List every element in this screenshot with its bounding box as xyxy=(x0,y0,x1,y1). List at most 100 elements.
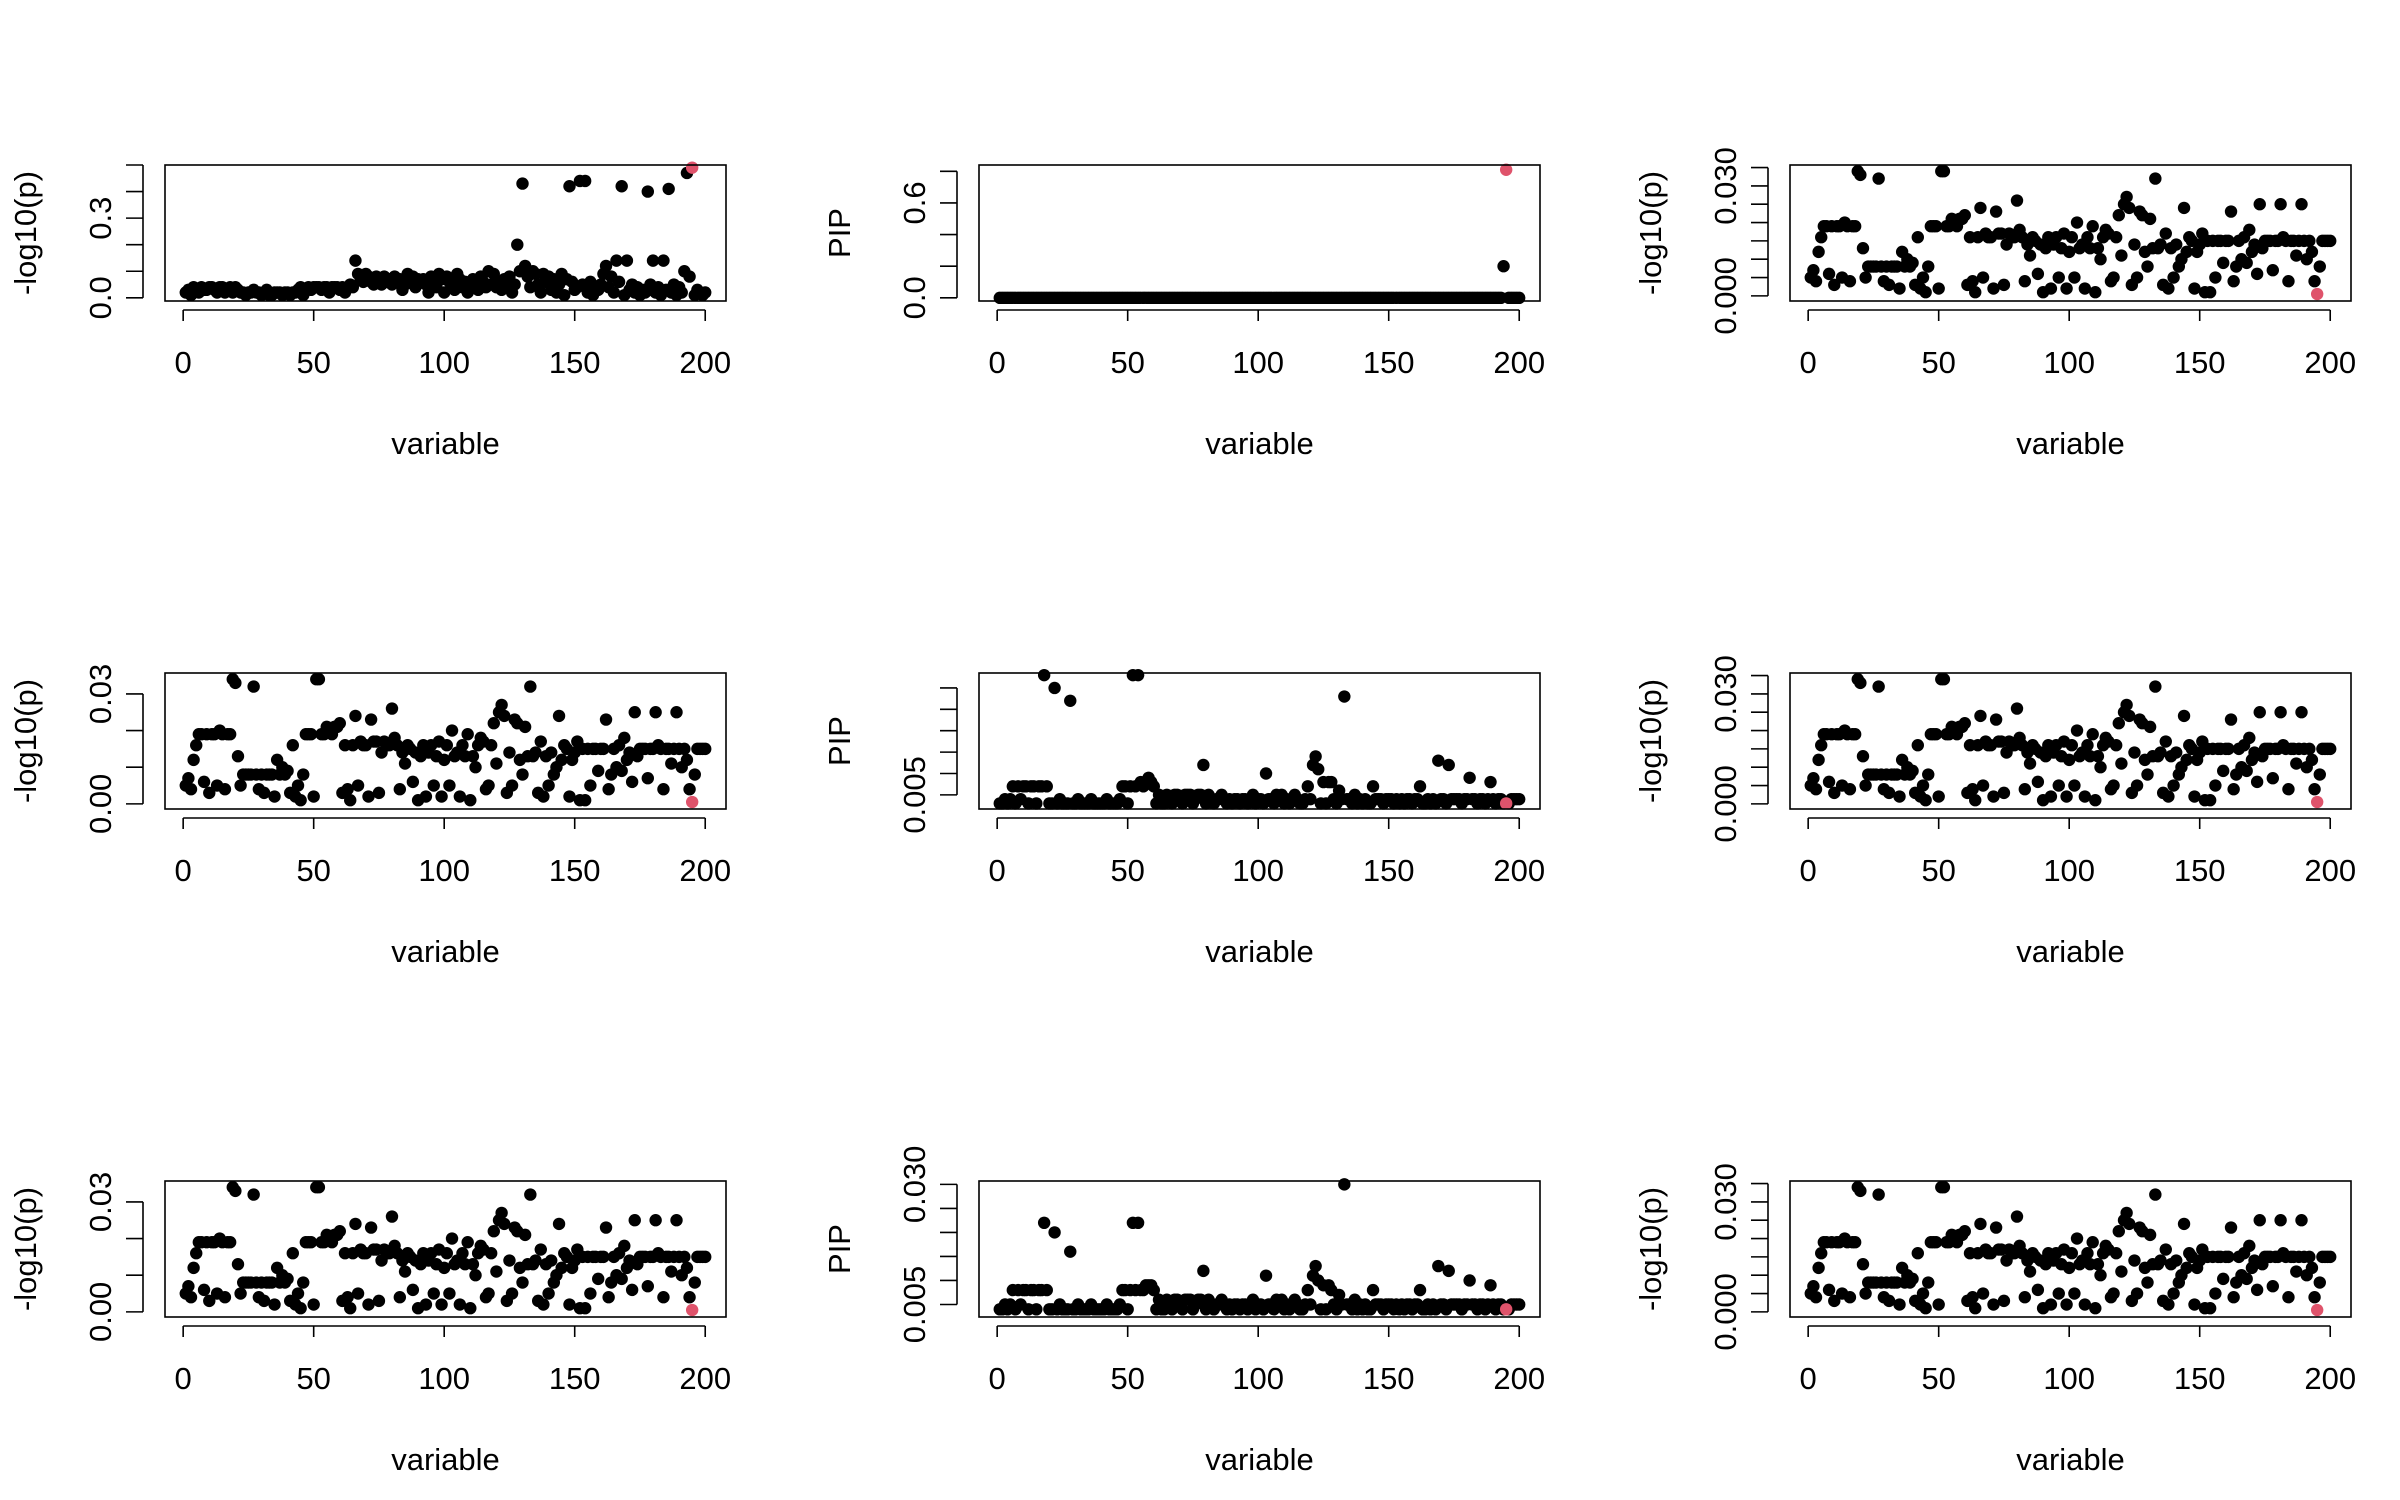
plot-box xyxy=(978,1180,1541,1318)
x-tick-label: 200 xyxy=(1493,1361,1545,1396)
y-tick-label: 0.6 xyxy=(897,181,932,224)
x-tick-label: 100 xyxy=(418,853,470,888)
point xyxy=(304,1236,318,1249)
point xyxy=(1815,231,1828,244)
point xyxy=(2023,249,2037,262)
point xyxy=(2313,260,2326,273)
point xyxy=(2177,709,2191,723)
x-axis-label: variable xyxy=(391,934,500,969)
point xyxy=(2308,1291,2321,1304)
point xyxy=(437,1261,451,1275)
point xyxy=(281,764,294,778)
point xyxy=(2243,731,2256,745)
point xyxy=(2078,790,2092,803)
point xyxy=(1859,1287,1872,1300)
point xyxy=(1893,282,1906,295)
point xyxy=(1922,1276,1935,1289)
point xyxy=(1929,728,1943,741)
point xyxy=(2217,764,2230,778)
point xyxy=(487,717,500,730)
point xyxy=(349,1217,362,1231)
point xyxy=(665,757,678,770)
point xyxy=(2167,271,2180,284)
y-axis-label: PIP xyxy=(822,716,857,766)
point xyxy=(495,698,508,712)
point xyxy=(1911,1247,1924,1260)
point xyxy=(1916,779,1930,792)
point xyxy=(2130,779,2144,792)
point xyxy=(2308,783,2321,796)
point xyxy=(257,1294,271,1308)
plot-box xyxy=(1789,164,2352,302)
point xyxy=(612,275,626,289)
point xyxy=(649,706,662,719)
x-tick-label: 150 xyxy=(549,345,601,380)
point xyxy=(2203,286,2217,299)
x-tick-label: 200 xyxy=(679,345,731,380)
point xyxy=(1859,271,1872,284)
point xyxy=(2143,720,2157,734)
point xyxy=(1906,256,1919,270)
point xyxy=(2167,779,2180,792)
point xyxy=(2209,1287,2222,1300)
point xyxy=(1958,209,1971,222)
point xyxy=(344,794,357,807)
point xyxy=(1848,728,1862,741)
point xyxy=(1872,1188,1885,1201)
point xyxy=(1304,1298,1317,1311)
point xyxy=(2162,282,2175,295)
point xyxy=(1037,668,1051,682)
point xyxy=(1037,1216,1051,1230)
point xyxy=(461,1236,474,1249)
point xyxy=(1301,1283,1314,1297)
point xyxy=(1997,1294,2011,1308)
point xyxy=(2203,1302,2217,1315)
point xyxy=(2086,728,2099,741)
point xyxy=(223,1236,237,1249)
point xyxy=(372,786,386,800)
x-tick-label: 0 xyxy=(989,853,1006,888)
point xyxy=(610,254,623,267)
x-tick-label: 150 xyxy=(1363,853,1415,888)
point xyxy=(1854,168,1867,182)
point xyxy=(1848,1236,1862,1249)
point xyxy=(599,1221,613,1234)
point xyxy=(2310,287,2324,301)
point xyxy=(516,177,529,190)
point xyxy=(2324,234,2337,248)
x-axis-label: variable xyxy=(1205,934,1314,969)
point xyxy=(286,1247,299,1260)
point xyxy=(1856,242,1870,255)
x-tick-label: 200 xyxy=(2304,853,2356,888)
point xyxy=(516,768,529,781)
point xyxy=(2167,1287,2180,1300)
point xyxy=(508,278,521,291)
point xyxy=(2282,1291,2295,1304)
point xyxy=(505,1287,519,1300)
point xyxy=(2295,198,2308,211)
point xyxy=(1807,264,1820,277)
point xyxy=(2253,706,2266,719)
point xyxy=(2065,1247,2079,1260)
point xyxy=(649,1214,662,1227)
point xyxy=(333,1225,346,1238)
point xyxy=(2154,238,2167,251)
y-tick-label: 0.0 xyxy=(83,276,118,319)
point xyxy=(498,1217,511,1231)
point xyxy=(2094,761,2107,774)
point xyxy=(1822,775,1836,789)
point xyxy=(453,790,467,803)
point xyxy=(2109,231,2123,244)
point xyxy=(545,746,558,759)
point xyxy=(2240,1272,2253,1286)
point xyxy=(503,746,516,759)
point xyxy=(2253,198,2266,211)
point xyxy=(2305,1261,2319,1275)
point xyxy=(2162,1298,2175,1311)
point xyxy=(665,1265,678,1278)
point xyxy=(2274,706,2287,719)
point xyxy=(2224,713,2238,726)
point xyxy=(1958,717,1971,730)
x-tick-label: 50 xyxy=(296,345,330,380)
point xyxy=(487,1225,500,1238)
